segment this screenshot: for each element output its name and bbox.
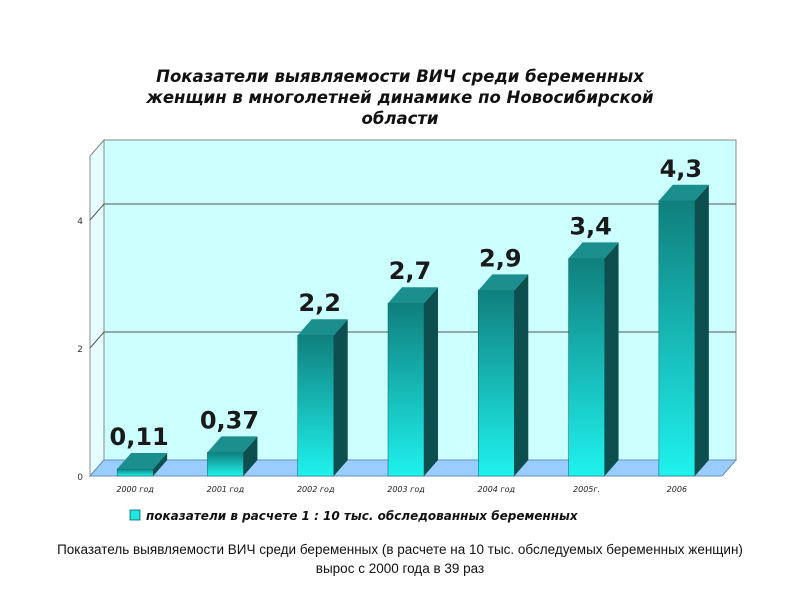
x-tick-label: 2000 год — [116, 485, 154, 494]
y-tick-label: 4 — [77, 217, 83, 227]
bar-side — [424, 287, 438, 476]
bar — [207, 436, 258, 477]
chart-caption: Показатель выявляемости ВИЧ среди береме… — [57, 542, 743, 576]
chart-title: Показатели выявляемости ВИЧ среди береме… — [146, 67, 654, 128]
bar-side — [514, 274, 529, 476]
bar-side — [333, 319, 348, 476]
data-label: 3,4 — [569, 212, 612, 240]
bar-front — [207, 452, 244, 477]
bar-front — [387, 302, 425, 477]
data-label: 2,7 — [389, 257, 432, 285]
bar — [478, 274, 529, 477]
bar-front — [297, 334, 334, 477]
x-tick-label: 2006 — [667, 485, 687, 494]
x-tick-label: 2004 год — [478, 485, 516, 494]
data-label: 2,9 — [479, 244, 522, 272]
bar-top — [388, 287, 438, 304]
gridline — [89, 203, 736, 221]
data-label: 0,37 — [200, 406, 259, 434]
bar-side — [153, 452, 168, 476]
plot-side-wall — [89, 138, 105, 478]
y-tick-label: 2 — [77, 345, 83, 355]
bar — [568, 242, 619, 477]
legend-label: показатели в расчете 1 : 10 тыс. обследо… — [146, 509, 579, 523]
x-tick-label: 2003 год — [387, 485, 425, 494]
bar — [387, 287, 438, 477]
x-tick-label: 2002 год — [297, 485, 335, 494]
bar — [116, 452, 168, 477]
data-label: 4,3 — [660, 155, 703, 183]
bar-side — [694, 184, 709, 477]
bar-front — [116, 468, 154, 477]
bar-side — [243, 436, 258, 476]
bar-side — [604, 242, 619, 476]
bar-front — [568, 258, 605, 477]
bar-top — [207, 436, 258, 453]
bar-top — [297, 319, 348, 336]
legend-swatch — [129, 509, 141, 521]
bar-top — [568, 242, 619, 259]
bar-top — [658, 184, 709, 201]
bar — [297, 319, 348, 477]
x-tick-label: 2005г. — [573, 485, 600, 494]
bar-front — [658, 200, 696, 477]
bar — [658, 184, 709, 477]
y-tick-label: 0 — [77, 473, 83, 483]
data-label: 0,11 — [110, 423, 169, 451]
bar-front — [478, 290, 515, 477]
bar-top — [478, 274, 529, 291]
data-label: 2,2 — [298, 289, 341, 317]
bar-top — [117, 452, 168, 469]
x-tick-label: 2001 год — [207, 485, 245, 494]
